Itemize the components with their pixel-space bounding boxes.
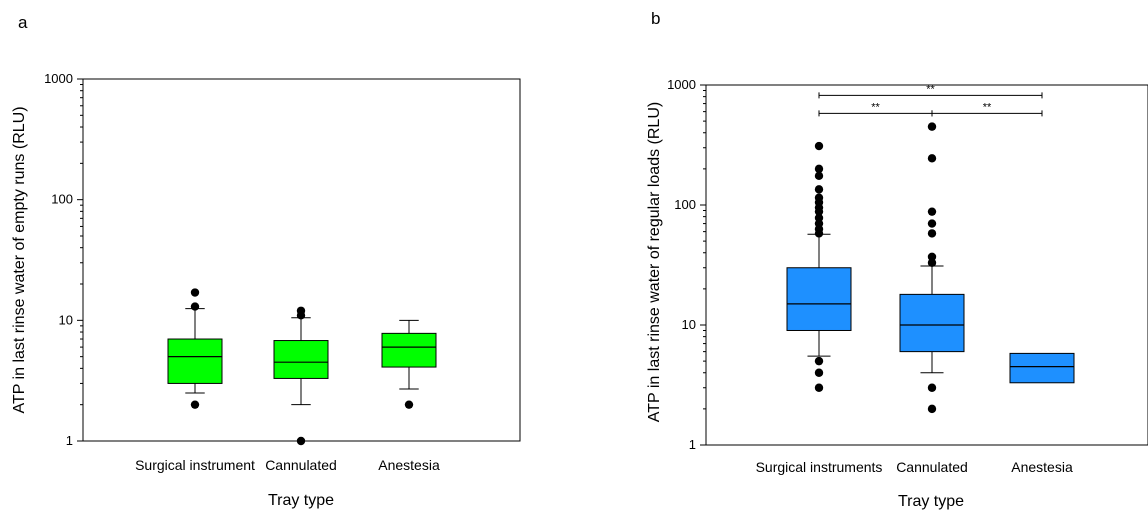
panel-b-outlier-point — [814, 368, 824, 377]
panel-a-letter: a — [18, 13, 28, 32]
panel-b-y-axis-title: ATP in last rinse water of regular loads… — [646, 102, 663, 422]
panel-b-y-tick-label: 1 — [689, 437, 696, 452]
panel-a-category-label: Surgical instrument — [135, 457, 255, 473]
panel-b-outlier-point — [927, 404, 937, 414]
panel-b-outlier-point — [814, 383, 824, 392]
panel-b-y-tick-label: 100 — [674, 197, 696, 212]
panel-a-box — [167, 338, 223, 384]
panel-b-y-tick-label: 1000 — [667, 77, 696, 92]
panel-b-outlier-point — [814, 213, 824, 223]
panel-a-box — [273, 340, 329, 379]
panel-b-significance-label: ** — [871, 101, 880, 113]
panel-b-outlier-point — [927, 154, 937, 163]
panel-b-outlier-point — [814, 185, 824, 194]
panel-b-category-label: Anestesia — [1011, 459, 1073, 475]
panel-a-outlier-point — [190, 288, 200, 297]
chart-marks: 1 10 100 1000 Surgical instrument Cannulated A… — [44, 71, 1075, 475]
panel-b-outlier-point — [814, 164, 824, 174]
panel-b-significance-label: ** — [926, 83, 935, 95]
panel-b-category-label: Cannulated — [896, 459, 968, 475]
panel-b-significance-label: ** — [983, 101, 992, 113]
panel-a-outlier-point — [190, 400, 200, 409]
panel-b-box — [786, 267, 852, 331]
panel-b-outlier-point — [814, 141, 824, 151]
panel-a-y-tick-label: 1000 — [44, 71, 73, 86]
panel-b-outlier-point — [814, 193, 824, 202]
panel-b-x-axis-title: Tray type — [898, 493, 964, 510]
panel-b-box — [899, 293, 965, 353]
panel-b-box — [1009, 352, 1075, 384]
panel-b-plot-frame — [705, 84, 1148, 446]
panel-b-outlier-point — [814, 171, 824, 181]
panel-a-outlier-point — [190, 302, 200, 311]
panel-a-y-tick-label: 10 — [59, 312, 73, 327]
panel-b-category-label: Surgical instruments — [756, 459, 883, 475]
panel-a-y-axis-title: ATP in last rinse water of empty runs (R… — [11, 106, 28, 413]
panel-a-x-axis-title: Tray type — [268, 492, 334, 509]
panel-b-y-tick-label: 10 — [682, 317, 696, 332]
panel-a-outlier-point — [296, 306, 306, 315]
panel-b-outlier-point — [927, 207, 937, 216]
panel-b-outlier-point — [927, 252, 937, 262]
panel-a-y-tick-label: 100 — [51, 192, 73, 207]
panel-b-outlier-point — [927, 122, 937, 131]
panel-b-outlier-point — [927, 229, 937, 238]
panel-a-category-label: Cannulated — [265, 457, 337, 473]
panel-a-outlier-point — [404, 400, 414, 409]
panel-b-outlier-point — [927, 383, 937, 392]
panel-a-outlier-point — [296, 436, 306, 446]
panel-b-outlier-point — [927, 219, 937, 228]
panel-b-outlier-point — [927, 258, 937, 267]
panel-b-letter: b — [651, 9, 660, 28]
panel-a-y-tick-label: 1 — [66, 433, 73, 448]
panel-a-box — [381, 332, 437, 368]
panel-b-outlier-point — [814, 356, 824, 366]
panel-a-category-label: Anestesia — [378, 457, 440, 473]
